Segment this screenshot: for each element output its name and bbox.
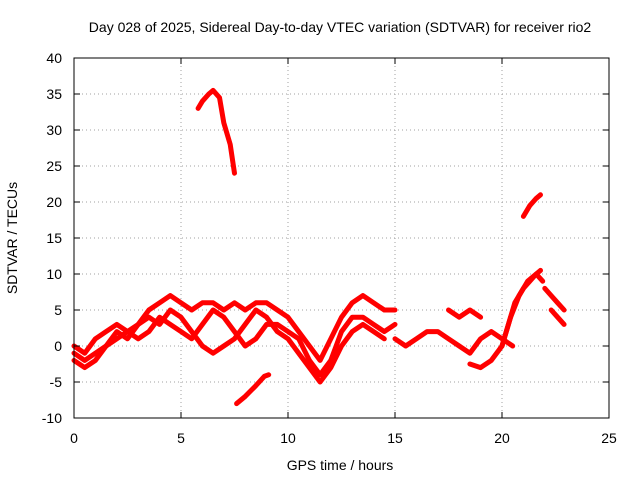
y-tick-label: 30 bbox=[46, 122, 62, 138]
chart-title: Day 028 of 2025, Sidereal Day-to-day VTE… bbox=[89, 19, 592, 35]
series-arc-3 bbox=[520, 192, 543, 219]
series-arc-11 bbox=[542, 285, 567, 313]
y-tick-label: 0 bbox=[54, 338, 62, 354]
y-tick-label: 5 bbox=[54, 302, 62, 318]
series-arc-12 bbox=[548, 307, 567, 327]
x-tick-label: 25 bbox=[601, 430, 617, 446]
x-tick-label: 20 bbox=[494, 430, 510, 446]
x-tick-label: 0 bbox=[70, 430, 78, 446]
x-tick-label: 5 bbox=[177, 430, 185, 446]
y-tick-label: 10 bbox=[46, 266, 62, 282]
series-arc-2 bbox=[234, 372, 272, 407]
grid bbox=[74, 58, 609, 418]
series-arc-10 bbox=[499, 271, 546, 349]
y-tick-label: -10 bbox=[42, 410, 62, 426]
series-arc-5 bbox=[71, 307, 387, 385]
y-tick-label: 15 bbox=[46, 230, 62, 246]
series-arc-8 bbox=[446, 307, 484, 320]
series-arc-6 bbox=[71, 307, 398, 378]
y-axis-label: SDTVAR / TECUs bbox=[4, 182, 20, 294]
x-axis-label: GPS time / hours bbox=[287, 457, 394, 473]
x-tick-label: 15 bbox=[387, 430, 403, 446]
series-arc-7 bbox=[392, 329, 516, 356]
y-tick-label: 40 bbox=[46, 50, 62, 66]
series-arc-1 bbox=[195, 87, 237, 176]
y-tick-label: 25 bbox=[46, 158, 62, 174]
x-tick-label: 10 bbox=[280, 430, 296, 446]
y-tick-label: 20 bbox=[46, 194, 62, 210]
y-tick-label: 35 bbox=[46, 86, 62, 102]
axes: 0 5 10 15 20 25 -10 -5 0 5 10 15 20 25 30 35 40 bbox=[42, 50, 617, 446]
plot-area bbox=[71, 87, 567, 407]
y-tick-label: -5 bbox=[50, 374, 63, 390]
